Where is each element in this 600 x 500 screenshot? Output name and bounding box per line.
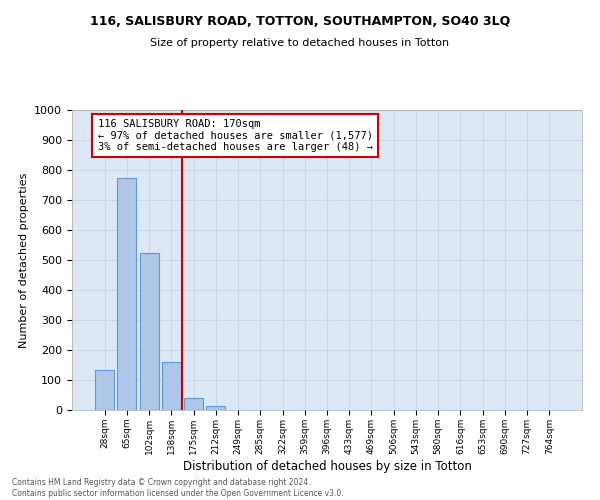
Bar [118, 178, 136, 410]
X-axis label: Distribution of detached houses by size in Totton: Distribution of detached houses by size … [182, 460, 472, 472]
Bar [184, 398, 203, 410]
Bar [140, 252, 158, 410]
Bar [162, 362, 181, 410]
Text: Size of property relative to detached houses in Totton: Size of property relative to detached ho… [151, 38, 449, 48]
Text: 116, SALISBURY ROAD, TOTTON, SOUTHAMPTON, SO40 3LQ: 116, SALISBURY ROAD, TOTTON, SOUTHAMPTON… [90, 15, 510, 28]
Text: Contains HM Land Registry data © Crown copyright and database right 2024.
Contai: Contains HM Land Registry data © Crown c… [12, 478, 344, 498]
Y-axis label: Number of detached properties: Number of detached properties [19, 172, 29, 348]
Bar [206, 406, 225, 410]
Bar [95, 370, 114, 410]
Text: 116 SALISBURY ROAD: 170sqm
← 97% of detached houses are smaller (1,577)
3% of se: 116 SALISBURY ROAD: 170sqm ← 97% of deta… [97, 119, 373, 152]
